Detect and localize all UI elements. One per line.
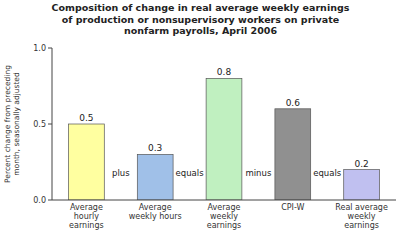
data-label: 0.3 <box>148 143 162 153</box>
data-label: 0.6 <box>286 98 301 108</box>
y-tick-label: 0.0 <box>33 196 46 205</box>
y-tick <box>48 124 52 125</box>
x-tick-label: CPI-W <box>281 203 304 212</box>
operator-annotation: plus <box>112 168 130 178</box>
bar <box>206 78 242 200</box>
x-axis-line <box>52 200 396 201</box>
y-tick-label: 1.0 <box>33 44 46 53</box>
y-axis-line <box>52 48 53 200</box>
operator-annotation: equals <box>313 168 342 178</box>
y-tick <box>48 48 52 49</box>
operator-annotation: equals <box>176 168 205 178</box>
data-label: 0.2 <box>354 159 368 169</box>
y-tick <box>48 200 52 201</box>
data-label: 0.8 <box>217 67 232 77</box>
operator-annotation: minus <box>245 168 271 178</box>
x-tick-label: Real averageweeklyearnings <box>335 203 388 230</box>
x-tick-label: Averageweeklyearnings <box>207 203 242 230</box>
title: Composition of change in real average we… <box>52 2 350 36</box>
data-label: 0.5 <box>79 113 93 123</box>
x-tick-label: Averagehourlyearnings <box>69 203 104 230</box>
bar <box>275 109 311 200</box>
y-axis-label: Percent change from precedingmonth, seas… <box>3 65 21 183</box>
x-tick-label: Averageweekly hours <box>129 203 182 221</box>
chart: Composition of change in real average we… <box>0 0 401 238</box>
bar <box>344 170 380 200</box>
y-tick-label: 0.5 <box>33 120 46 129</box>
bar <box>69 124 105 200</box>
bar <box>137 154 173 200</box>
bars <box>69 78 380 200</box>
